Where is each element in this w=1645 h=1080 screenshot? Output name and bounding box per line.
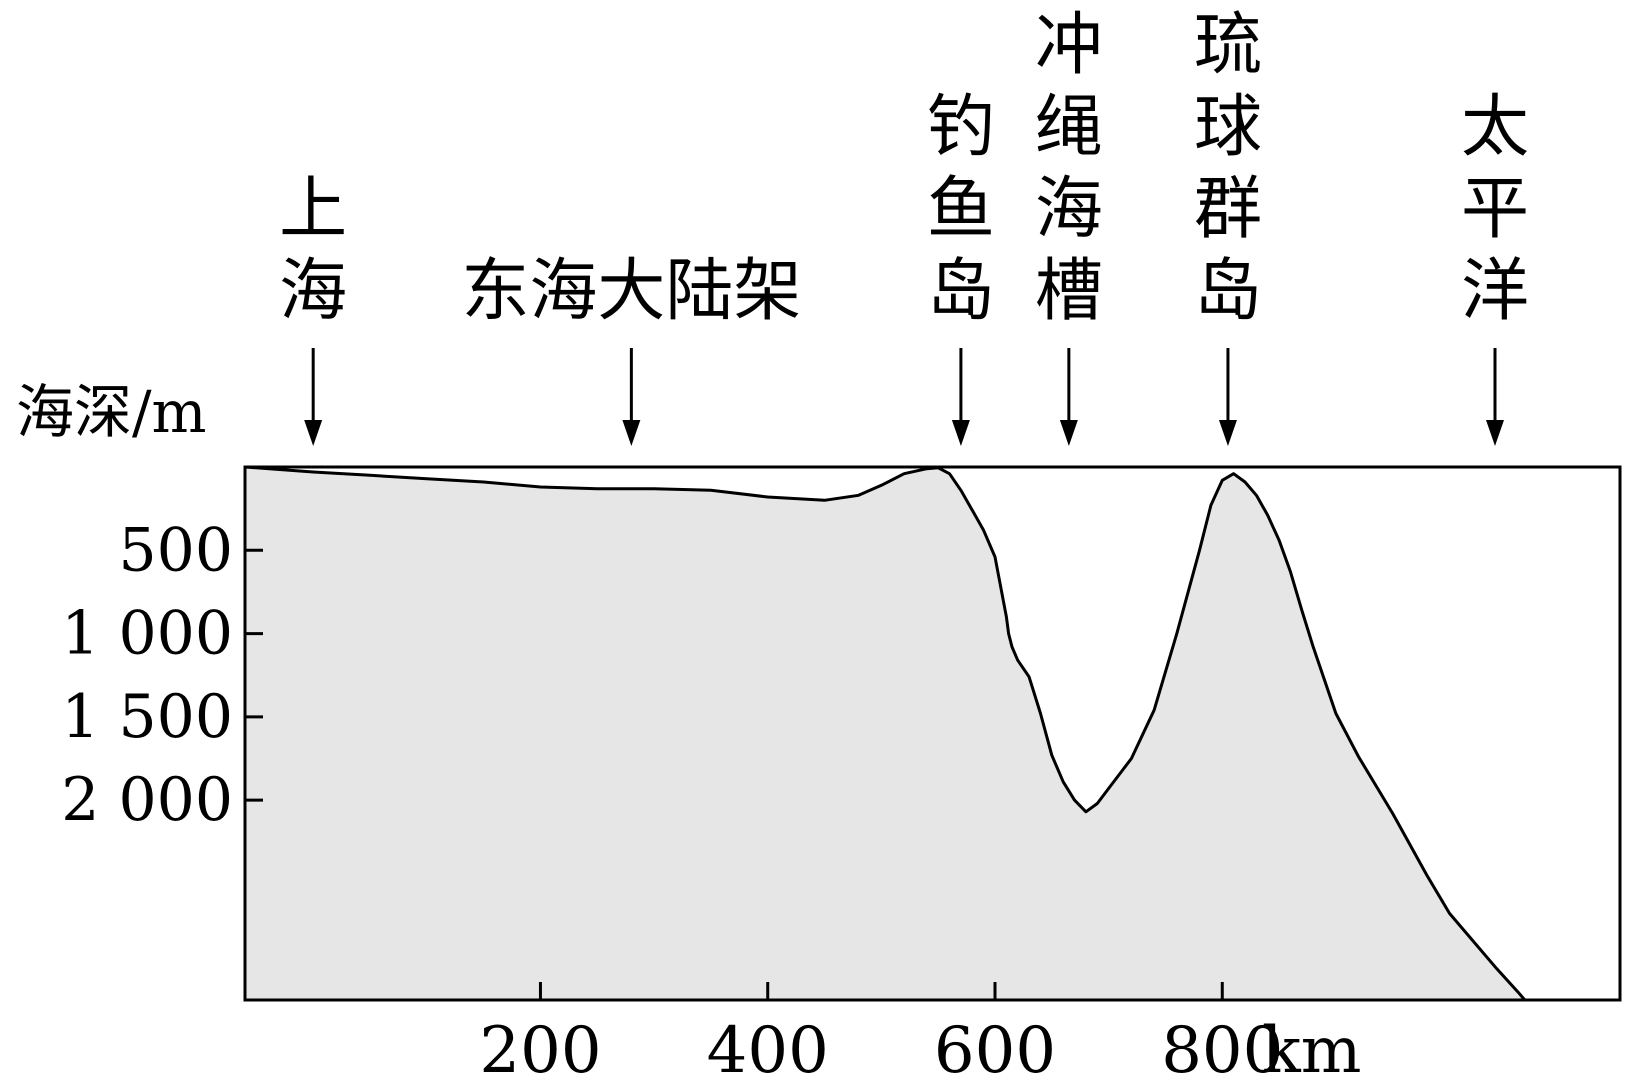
place-label-char: 岛 bbox=[927, 252, 995, 331]
place-label-char: 海 bbox=[279, 252, 347, 331]
x-tick-label: 600 bbox=[934, 1014, 1056, 1080]
place-label-char: 冲 bbox=[1035, 6, 1103, 85]
pointer-arrow-head bbox=[304, 420, 323, 446]
pointer-arrow-head bbox=[1059, 420, 1078, 446]
place-label-char: 太 bbox=[1461, 88, 1529, 167]
y-tick-label: 2 000 bbox=[61, 765, 233, 835]
place-label-char: 平 bbox=[1461, 170, 1529, 249]
x-tick-label: 800 bbox=[1161, 1014, 1283, 1080]
pointer-arrow-head bbox=[622, 420, 641, 446]
pointer-arrow-head bbox=[951, 420, 970, 446]
place-label-char: 槽 bbox=[1035, 252, 1103, 331]
x-axis-unit-label: km bbox=[1262, 1014, 1361, 1080]
place-label-char: 鱼 bbox=[927, 170, 995, 249]
x-tick-label: 400 bbox=[707, 1014, 829, 1080]
place-annotation: 钓鱼岛 bbox=[927, 88, 995, 446]
plot-frame bbox=[243, 465, 1622, 1002]
place-label-char: 群 bbox=[1194, 170, 1262, 249]
place-label-char: 上 bbox=[279, 170, 347, 249]
y-tick-label: 1 500 bbox=[61, 682, 233, 752]
place-annotation: 上海 bbox=[279, 170, 347, 446]
y-tick-label: 500 bbox=[118, 515, 233, 585]
place-annotation: 太平洋 bbox=[1461, 88, 1529, 446]
place-label-char: 岛 bbox=[1194, 252, 1262, 331]
place-label-char: 球 bbox=[1194, 88, 1262, 167]
place-label-char: 绳 bbox=[1035, 88, 1103, 167]
place-label-char: 海 bbox=[1035, 170, 1103, 249]
pointer-arrow-head bbox=[1486, 420, 1504, 446]
place-label-char: 洋 bbox=[1461, 252, 1529, 331]
seabed-profile-line bbox=[245, 467, 1527, 1000]
y-axis-label: 海深/m bbox=[16, 378, 207, 446]
place-label-char: 钓 bbox=[927, 88, 995, 167]
y-tick-label: 1 000 bbox=[61, 599, 233, 669]
x-tick-label: 200 bbox=[479, 1014, 601, 1080]
place-label-char: 琉 bbox=[1194, 6, 1262, 85]
pointer-arrow-head bbox=[1218, 420, 1237, 446]
place-annotation: 东海大陆架 bbox=[461, 252, 801, 446]
place-label: 东海大陆架 bbox=[461, 252, 801, 331]
seabed-area bbox=[245, 467, 1525, 1000]
